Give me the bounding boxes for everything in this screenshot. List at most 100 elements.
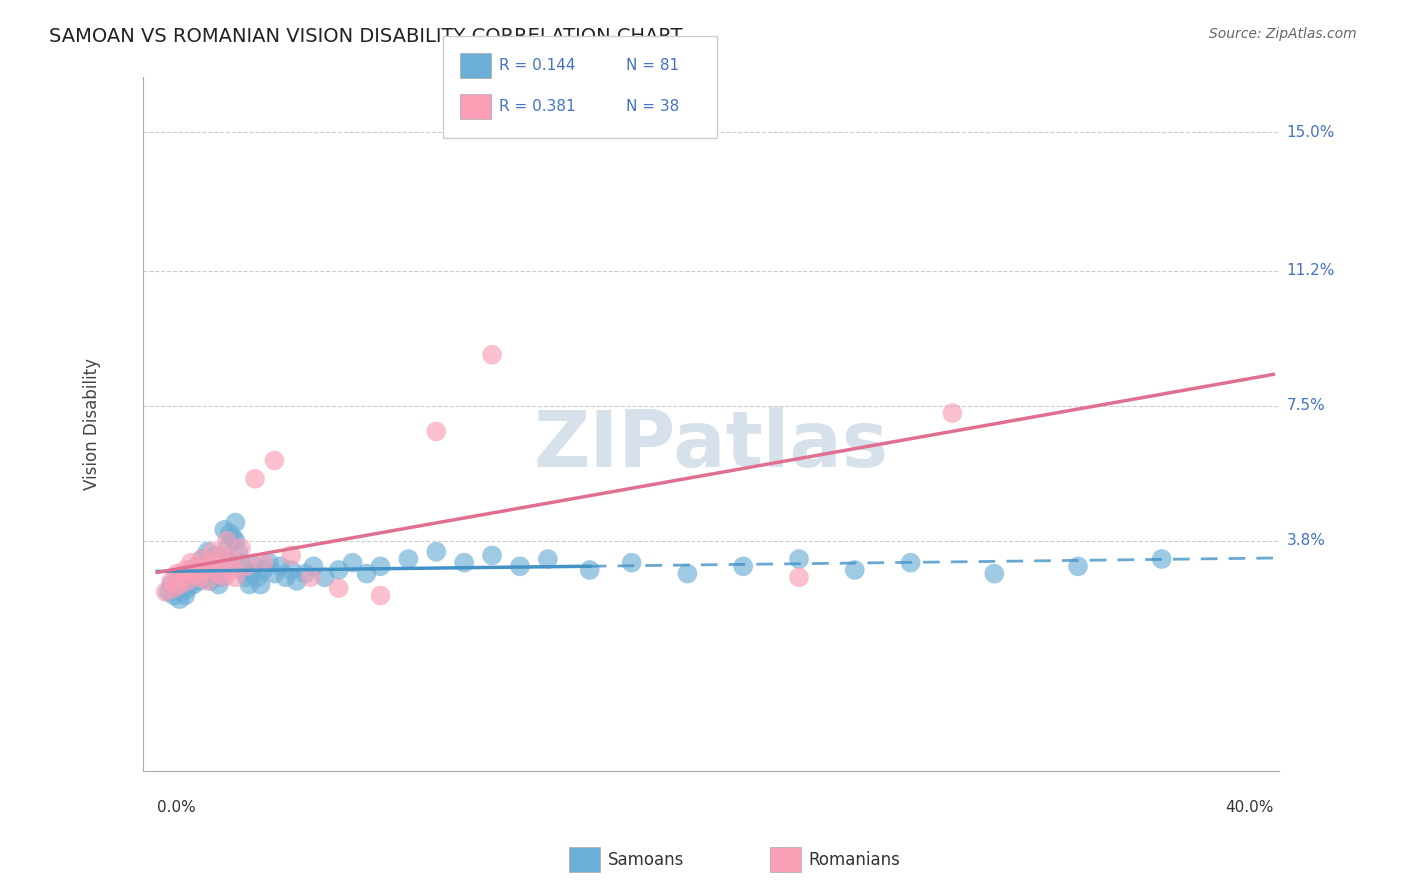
Point	[294, 566, 316, 581]
Point	[252, 556, 274, 570]
Point	[941, 406, 963, 420]
Point	[224, 533, 246, 548]
Point	[211, 549, 233, 563]
Point	[370, 559, 392, 574]
Point	[263, 453, 285, 467]
Point	[215, 541, 238, 555]
Point	[342, 556, 364, 570]
Point	[169, 592, 191, 607]
Point	[787, 570, 810, 584]
Text: R = 0.144: R = 0.144	[499, 58, 575, 72]
Point	[160, 577, 183, 591]
Text: N = 81: N = 81	[626, 58, 679, 72]
Text: ZIPatlas: ZIPatlas	[534, 407, 889, 483]
Point	[733, 559, 755, 574]
Point	[481, 549, 503, 563]
Point	[578, 563, 600, 577]
Point	[180, 556, 202, 570]
Point	[200, 556, 222, 570]
Point	[188, 574, 211, 588]
Point	[235, 570, 257, 584]
Point	[246, 570, 269, 584]
Point	[180, 574, 202, 588]
Point	[235, 559, 257, 574]
Point	[191, 552, 214, 566]
Point	[983, 566, 1005, 581]
Point	[396, 552, 419, 566]
Point	[211, 556, 233, 570]
Point	[257, 556, 280, 570]
Text: 15.0%: 15.0%	[1286, 125, 1336, 140]
Point	[205, 559, 228, 574]
Point	[208, 566, 231, 581]
Point	[172, 570, 194, 584]
Text: Source: ZipAtlas.com: Source: ZipAtlas.com	[1209, 27, 1357, 41]
Point	[177, 574, 200, 588]
Point	[263, 566, 285, 581]
Point	[197, 574, 219, 588]
Point	[787, 552, 810, 566]
Point	[188, 570, 211, 584]
Text: R = 0.381: R = 0.381	[499, 99, 575, 113]
Point	[169, 574, 191, 588]
Point	[1067, 559, 1090, 574]
Point	[200, 574, 222, 588]
Point	[186, 559, 208, 574]
Text: Romanians: Romanians	[808, 851, 900, 869]
Point	[509, 559, 531, 574]
Point	[218, 552, 240, 566]
Point	[202, 566, 225, 581]
Text: Samoans: Samoans	[607, 851, 683, 869]
Point	[174, 577, 197, 591]
Point	[221, 563, 243, 577]
Point	[425, 425, 447, 439]
Point	[274, 570, 297, 584]
Point	[174, 563, 197, 577]
Point	[269, 559, 291, 574]
Point	[212, 570, 235, 584]
Text: 40.0%: 40.0%	[1225, 800, 1274, 814]
Point	[194, 563, 217, 577]
Point	[1150, 552, 1173, 566]
Point	[243, 472, 266, 486]
Point	[226, 545, 249, 559]
Point	[180, 563, 202, 577]
Point	[537, 552, 560, 566]
Point	[183, 566, 205, 581]
Point	[328, 581, 350, 595]
Point	[202, 556, 225, 570]
Text: SAMOAN VS ROMANIAN VISION DISABILITY CORRELATION CHART: SAMOAN VS ROMANIAN VISION DISABILITY COR…	[49, 27, 683, 45]
Point	[676, 566, 699, 581]
Point	[425, 545, 447, 559]
Point	[211, 570, 233, 584]
Point	[314, 570, 336, 584]
Text: 3.8%: 3.8%	[1286, 533, 1326, 549]
Point	[620, 556, 643, 570]
Point	[232, 563, 254, 577]
Point	[328, 563, 350, 577]
Point	[157, 585, 180, 599]
Point	[224, 516, 246, 530]
Point	[356, 566, 378, 581]
Point	[172, 585, 194, 599]
Point	[163, 589, 186, 603]
Point	[174, 589, 197, 603]
Point	[229, 556, 252, 570]
Point	[299, 570, 322, 584]
Point	[205, 559, 228, 574]
Point	[481, 348, 503, 362]
Text: 7.5%: 7.5%	[1286, 399, 1326, 413]
Point	[240, 566, 263, 581]
Point	[186, 559, 208, 574]
Text: Vision Disability: Vision Disability	[83, 358, 101, 490]
Point	[280, 549, 302, 563]
Point	[215, 533, 238, 548]
Point	[194, 559, 217, 574]
Point	[197, 570, 219, 584]
Point	[252, 563, 274, 577]
Point	[302, 559, 325, 574]
Point	[243, 559, 266, 574]
Point	[218, 526, 240, 541]
Point	[163, 581, 186, 595]
Point	[166, 581, 188, 595]
